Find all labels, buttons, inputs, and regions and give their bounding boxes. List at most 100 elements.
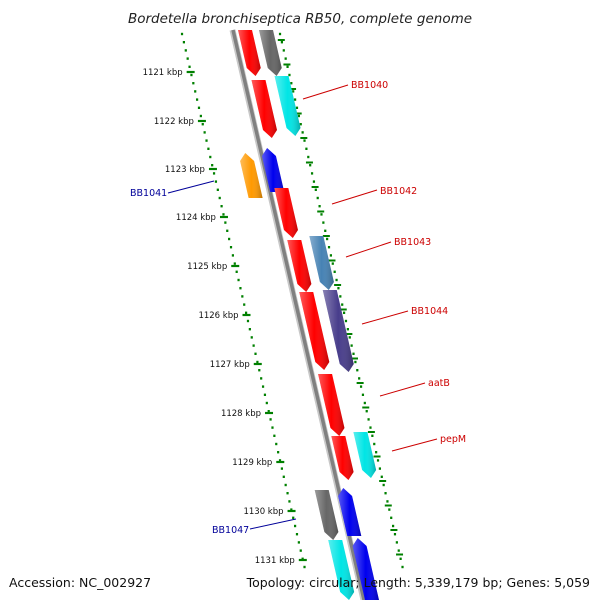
track-dot xyxy=(288,500,291,503)
leader-line xyxy=(345,241,392,258)
track-dot xyxy=(260,377,263,380)
gene-label-bb1043[interactable]: BB1043 xyxy=(345,237,431,258)
track-dot xyxy=(388,508,391,511)
gene-label-bb1040[interactable]: BB1040 xyxy=(302,80,388,100)
track-dot xyxy=(254,352,257,355)
track-dot xyxy=(361,393,365,396)
gene-label-bb1041[interactable]: BB1041 xyxy=(130,180,215,199)
gene-label-aatb[interactable]: aatB xyxy=(379,378,450,397)
track-dot xyxy=(342,311,346,314)
track-dot xyxy=(280,41,284,44)
track-dot xyxy=(297,541,300,544)
gene-bb1041-blue xyxy=(261,148,285,192)
track-dot xyxy=(203,131,206,134)
track-dot xyxy=(218,196,221,200)
gene-label-text[interactable]: pepM xyxy=(440,434,466,445)
track-dot xyxy=(352,352,355,355)
track-dot xyxy=(356,369,359,372)
track-dot xyxy=(293,98,297,101)
genome-summary-text: Topology: circular; Length: 5,339,179 bp… xyxy=(246,575,590,590)
track-dot xyxy=(359,385,363,388)
gene-label-text[interactable]: BB1040 xyxy=(351,80,388,91)
track-dot xyxy=(241,295,244,298)
gene-label-text[interactable]: aatB xyxy=(428,378,450,389)
kbp-label: 1121 kbp xyxy=(143,68,183,78)
track-dot xyxy=(293,524,297,528)
track-dot xyxy=(256,360,259,364)
track-dot xyxy=(278,32,282,36)
leader-line xyxy=(249,518,297,530)
track-dot xyxy=(310,172,314,175)
track-dot xyxy=(214,180,218,183)
track-dot xyxy=(278,459,282,462)
track-dot xyxy=(295,533,299,536)
track-dot xyxy=(354,360,357,364)
track-dot xyxy=(331,262,334,265)
leader-line xyxy=(391,438,438,452)
track-dot xyxy=(371,434,374,437)
track-dot xyxy=(386,500,389,503)
gene-label-bb1044[interactable]: BB1044 xyxy=(361,306,448,325)
kbp-label: 1131 kbp xyxy=(255,556,295,566)
track-dot xyxy=(250,336,253,339)
track-dot xyxy=(295,106,299,109)
gene-label-text[interactable]: BB1042 xyxy=(380,186,417,197)
track-dot xyxy=(358,377,361,380)
gene-label-text[interactable]: BB1044 xyxy=(411,306,448,317)
gene-bb1044 xyxy=(322,290,354,372)
track-dot xyxy=(322,221,325,224)
track-dot xyxy=(363,401,366,405)
track-dot xyxy=(252,344,255,347)
leader-line xyxy=(302,84,349,100)
gene-label-text[interactable]: BB1043 xyxy=(394,237,431,248)
accession-text: Accession: NC_002927 xyxy=(9,575,151,590)
kbp-label: 1126 kbp xyxy=(198,311,238,321)
gene-label-bb1042[interactable]: BB1042 xyxy=(331,186,417,205)
track-dot xyxy=(201,123,204,126)
track-dot xyxy=(286,65,289,68)
track-dot xyxy=(243,303,246,306)
track-dot xyxy=(393,533,397,536)
kbp-label: 1127 kbp xyxy=(210,360,250,370)
track-dot xyxy=(326,237,329,241)
gene-label-layer: BB1040 BB1041 BB1042 BB1043 BB1044 aatB pepM BB… xyxy=(130,80,466,536)
track-dot xyxy=(182,41,186,44)
gene-label-text[interactable]: BB1041 xyxy=(130,188,167,199)
gene-blue-c xyxy=(352,538,379,600)
track-dot xyxy=(305,147,308,150)
kbp-label: 1128 kbp xyxy=(221,409,261,419)
leader-line xyxy=(379,382,426,397)
track-dot xyxy=(290,82,293,85)
track-dot xyxy=(339,295,342,298)
track-dot xyxy=(309,164,312,167)
track-dot xyxy=(239,287,242,290)
track-dot xyxy=(376,459,380,462)
track-dot xyxy=(271,426,274,429)
track-dot xyxy=(373,442,376,446)
gene-aatb xyxy=(318,374,345,436)
track-dot xyxy=(188,65,191,68)
track-dot xyxy=(205,139,208,142)
track-dot xyxy=(365,410,368,413)
gene-label-bb1047[interactable]: BB1047 xyxy=(212,518,297,536)
track-dot xyxy=(301,557,304,560)
track-dot xyxy=(235,270,238,273)
track-dot xyxy=(288,73,291,77)
right-dotted-track xyxy=(277,32,404,569)
track-dot xyxy=(199,114,202,118)
track-dot xyxy=(384,492,387,495)
track-dot xyxy=(344,319,348,323)
gene-track xyxy=(238,30,379,600)
track-dot xyxy=(212,172,216,175)
track-dot xyxy=(348,336,351,339)
track-dot xyxy=(282,475,285,478)
track-dot xyxy=(290,508,293,511)
gene-label-pepm[interactable]: pepM xyxy=(391,434,466,452)
gene-label-text[interactable]: BB1047 xyxy=(212,525,249,536)
track-dot xyxy=(350,344,353,347)
track-dot xyxy=(329,254,333,257)
track-dot xyxy=(401,565,404,569)
gene-red-b xyxy=(287,240,312,292)
track-dot xyxy=(197,106,201,109)
